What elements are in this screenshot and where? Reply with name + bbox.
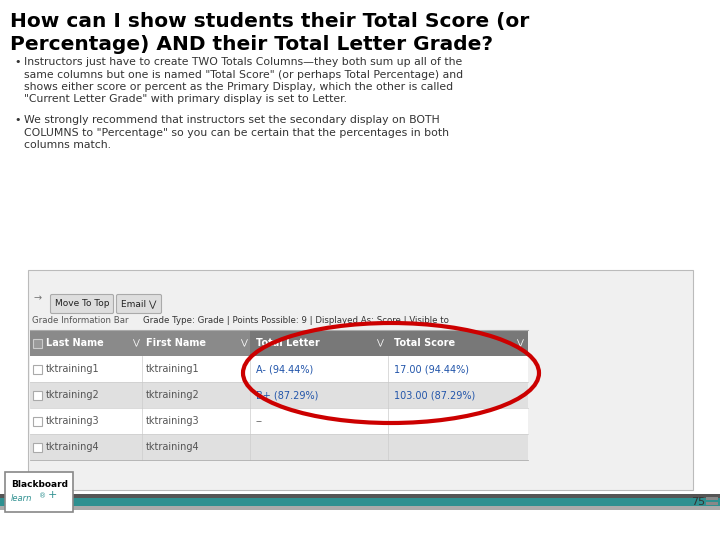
- Text: 17.00 (94.44%): 17.00 (94.44%): [394, 364, 469, 374]
- Bar: [706, 497, 718, 500]
- Text: learn: learn: [11, 494, 32, 503]
- FancyBboxPatch shape: [50, 294, 114, 314]
- Text: Instructors just have to create TWO Totals Columns—they both sum up all of the: Instructors just have to create TWO Tota…: [24, 57, 462, 67]
- Text: Total Score: Total Score: [394, 338, 455, 348]
- Bar: [0, 498, 720, 506]
- Bar: [30, 330, 528, 356]
- Text: columns match.: columns match.: [24, 140, 111, 150]
- Text: tktraining1: tktraining1: [46, 364, 99, 374]
- Text: Move To Top: Move To Top: [55, 300, 109, 308]
- Text: tktraining1: tktraining1: [146, 364, 199, 374]
- Text: B+ (87.29%): B+ (87.29%): [256, 390, 318, 400]
- Text: +: +: [48, 490, 58, 500]
- Bar: [250, 330, 388, 356]
- Text: Grade Information Bar: Grade Information Bar: [32, 316, 128, 325]
- Bar: [30, 434, 528, 460]
- Text: Blackboard: Blackboard: [11, 480, 68, 489]
- Text: ⋁: ⋁: [376, 339, 383, 348]
- Bar: [28, 270, 693, 490]
- Text: COLUMNS to "Percentage" so you can be certain that the percentages in both: COLUMNS to "Percentage" so you can be ce…: [24, 127, 449, 138]
- Text: →: →: [34, 293, 42, 303]
- Text: 75: 75: [691, 497, 705, 507]
- Bar: [0, 506, 720, 510]
- Bar: [33, 364, 42, 374]
- Text: --: --: [394, 416, 401, 426]
- Text: tktraining3: tktraining3: [146, 416, 199, 426]
- Bar: [33, 416, 42, 426]
- Bar: [30, 408, 528, 434]
- Text: tktraining2: tktraining2: [146, 390, 199, 400]
- Text: •: •: [14, 57, 20, 67]
- Text: Percentage) AND their Total Letter Grade?: Percentage) AND their Total Letter Grade…: [10, 35, 493, 54]
- Text: A- (94.44%): A- (94.44%): [256, 364, 313, 374]
- Text: Last Name: Last Name: [46, 338, 104, 348]
- Bar: [30, 382, 528, 408]
- Text: ®: ®: [39, 493, 46, 499]
- Bar: [33, 339, 42, 348]
- Text: 103.00 (87.29%): 103.00 (87.29%): [394, 390, 475, 400]
- Text: First Name: First Name: [146, 338, 206, 348]
- Text: "Current Letter Grade" with primary display is set to Letter.: "Current Letter Grade" with primary disp…: [24, 94, 347, 105]
- Bar: [388, 330, 528, 356]
- Bar: [5, 472, 73, 512]
- Text: --: --: [256, 416, 263, 426]
- Bar: [33, 390, 42, 400]
- Text: tktraining2: tktraining2: [46, 390, 100, 400]
- Text: tktraining4: tktraining4: [46, 442, 99, 452]
- Bar: [706, 502, 718, 505]
- FancyBboxPatch shape: [117, 294, 161, 314]
- Text: ⋁: ⋁: [516, 339, 523, 348]
- Bar: [33, 442, 42, 451]
- Text: tktraining4: tktraining4: [146, 442, 199, 452]
- Text: shows either score or percent as the Primary Display, which the other is called: shows either score or percent as the Pri…: [24, 82, 453, 92]
- Text: ⋁: ⋁: [240, 339, 247, 348]
- Text: Email ⋁: Email ⋁: [121, 300, 157, 308]
- Text: We strongly recommend that instructors set the secondary display on BOTH: We strongly recommend that instructors s…: [24, 115, 440, 125]
- Text: •: •: [14, 115, 20, 125]
- Text: ⋁: ⋁: [132, 339, 139, 348]
- Text: How can I show students their Total Score (or: How can I show students their Total Scor…: [10, 12, 529, 31]
- Text: same columns but one is named "Total Score" (or perhaps Total Percentage) and: same columns but one is named "Total Sco…: [24, 70, 463, 79]
- Text: tktraining3: tktraining3: [46, 416, 99, 426]
- Text: Grade Type: Grade | Points Possible: 9 | Displayed As: Score | Visible to: Grade Type: Grade | Points Possible: 9 |…: [143, 316, 449, 325]
- Bar: [0, 494, 720, 498]
- Text: Total Letter: Total Letter: [256, 338, 320, 348]
- Bar: [30, 356, 528, 382]
